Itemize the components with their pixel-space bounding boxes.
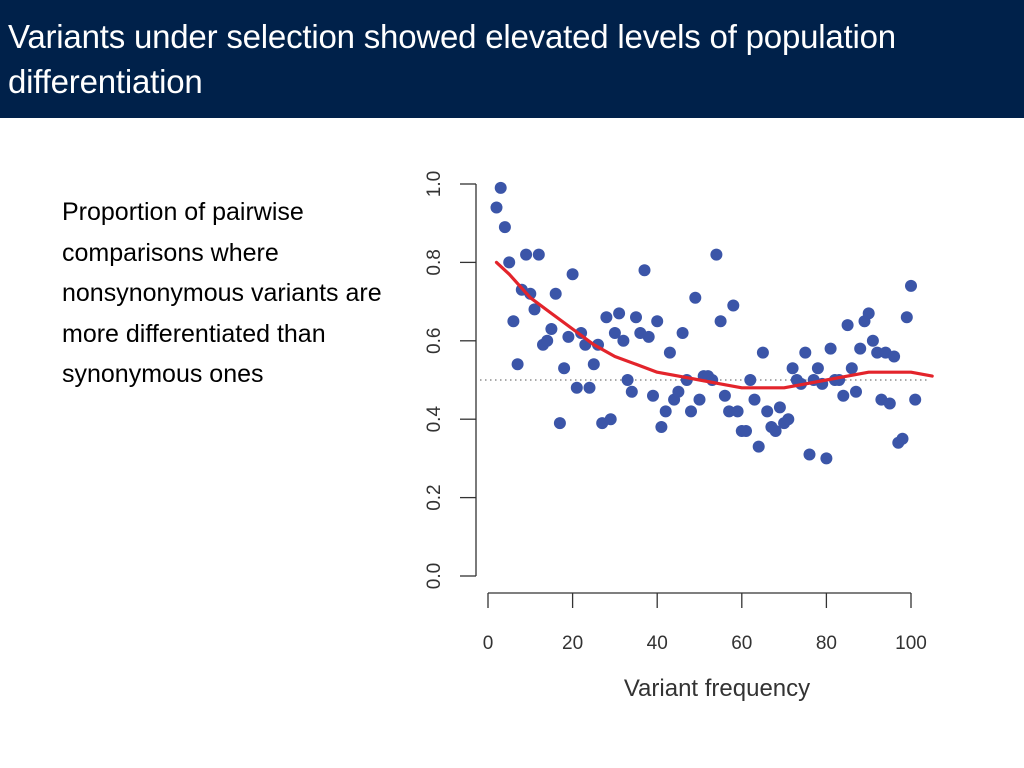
data-point (663, 346, 676, 359)
y-tick-label: 1.0 (424, 171, 445, 197)
data-point (507, 315, 520, 328)
data-point (761, 405, 774, 418)
data-point (638, 264, 651, 277)
data-point (553, 417, 566, 430)
data-point (854, 342, 867, 355)
data-point (651, 315, 664, 328)
data-point (583, 381, 596, 394)
scatter-chart: 0.0 0.2 0.4 0.6 0.8 1.0 0 20 40 60 80 100 Variant … (400, 150, 960, 710)
data-point (811, 362, 824, 375)
data-point (511, 358, 524, 371)
data-point (888, 350, 901, 363)
data-point (524, 287, 537, 300)
data-point (587, 358, 600, 371)
data-point (905, 279, 917, 292)
data-point (773, 401, 786, 414)
points-layer (490, 181, 922, 465)
data-point (837, 389, 850, 402)
data-point (824, 342, 837, 355)
data-point (900, 311, 913, 324)
data-point (693, 393, 706, 406)
chart-svg: 0.0 0.2 0.4 0.6 0.8 1.0 0 20 40 60 80 100 Variant … (424, 171, 934, 702)
data-point (647, 389, 659, 402)
data-point (786, 362, 799, 375)
data-point (490, 201, 503, 214)
data-point (625, 385, 638, 398)
data-point (748, 393, 761, 406)
data-point (756, 346, 769, 359)
data-point (896, 432, 909, 445)
data-point (566, 268, 579, 281)
y-tick-label: 0.6 (424, 328, 445, 354)
data-point (740, 425, 752, 437)
y-tick-label: 0.0 (424, 563, 445, 589)
data-point (503, 256, 516, 269)
data-point (731, 405, 744, 418)
data-point (714, 315, 727, 328)
slide-body-text: Proportion of pairwise comparisons where… (62, 198, 382, 388)
fit-line-layer (494, 260, 934, 390)
data-point (883, 397, 896, 410)
x-tick-label: 20 (562, 633, 583, 654)
data-point (532, 248, 545, 261)
data-point (655, 421, 668, 433)
data-point (642, 330, 655, 343)
data-point (845, 362, 858, 375)
data-point (727, 299, 740, 312)
data-point (494, 181, 507, 194)
data-point (621, 374, 634, 386)
data-point (545, 323, 558, 335)
data-point (541, 334, 554, 347)
data-point (562, 330, 575, 343)
x-tick-label: 0 (483, 633, 494, 654)
data-point (520, 248, 533, 261)
data-point (723, 405, 736, 418)
data-point (558, 362, 571, 375)
data-point (498, 221, 511, 234)
data-point (672, 385, 685, 398)
data-point (752, 440, 765, 453)
title-bar: Variants under selection showed elevated… (0, 0, 1024, 118)
data-point (528, 303, 541, 316)
data-point (600, 311, 613, 324)
y-tick-label: 0.2 (424, 484, 445, 510)
y-axis: 0.0 0.2 0.4 0.6 0.8 1.0 (424, 171, 477, 589)
data-point (549, 287, 562, 300)
data-point (769, 425, 782, 437)
data-point (604, 413, 617, 426)
data-point (570, 381, 583, 394)
x-tick-label: 80 (816, 633, 837, 654)
data-point (676, 327, 689, 339)
data-point (820, 452, 833, 465)
data-point (689, 291, 702, 304)
data-point (718, 389, 731, 402)
x-axis: 0 20 40 60 80 100 (483, 592, 927, 654)
x-tick-label: 100 (895, 633, 927, 654)
fit-curve (494, 260, 934, 390)
data-point (799, 346, 812, 359)
x-tick-label: 40 (647, 633, 668, 654)
data-point (613, 307, 626, 320)
data-point (803, 448, 816, 461)
data-point (841, 319, 854, 332)
data-point (630, 311, 642, 324)
data-point (744, 374, 757, 386)
data-point (871, 346, 884, 359)
data-point (782, 413, 795, 426)
data-point (862, 307, 875, 320)
x-axis-title: Variant frequency (624, 675, 810, 702)
x-tick-label: 60 (731, 633, 752, 654)
data-point (909, 393, 922, 406)
data-point (608, 327, 621, 339)
data-point (866, 334, 879, 347)
data-point (659, 405, 672, 418)
y-tick-label: 0.4 (424, 406, 445, 433)
y-tick-label: 0.8 (424, 249, 445, 275)
data-point (617, 334, 630, 347)
data-point (685, 405, 697, 418)
data-point (850, 385, 862, 398)
data-point (710, 248, 723, 261)
slide-title: Variants under selection showed elevated… (8, 18, 896, 100)
